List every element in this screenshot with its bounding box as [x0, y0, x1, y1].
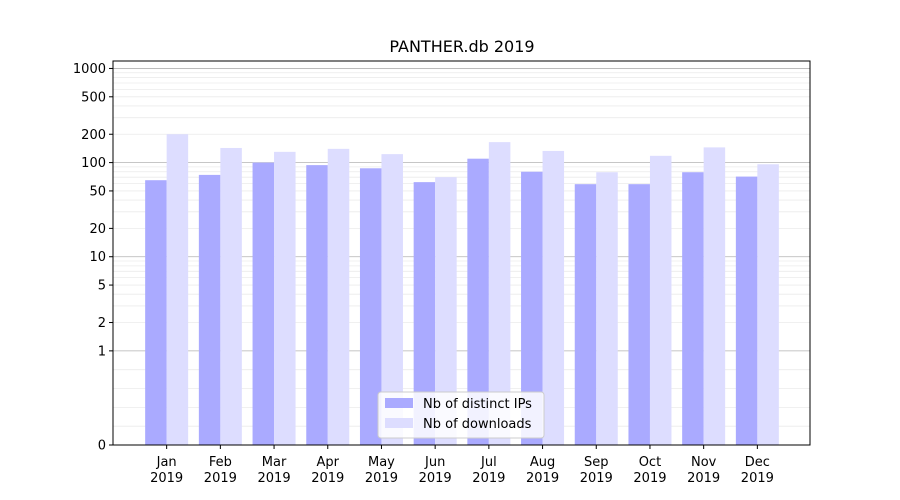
- y-tick-label: 1000: [73, 62, 106, 77]
- bar: [220, 147, 242, 445]
- x-tick-label: May 2019: [365, 455, 398, 486]
- bar: [735, 176, 758, 445]
- x-tick-label: Dec 2019: [741, 455, 774, 486]
- x-tick-label: Sep 2019: [580, 455, 613, 486]
- bar: [145, 180, 167, 445]
- x-tick-label: Feb 2019: [204, 455, 237, 486]
- y-tick-label: 100: [81, 156, 106, 171]
- bar: [274, 151, 296, 446]
- bar: [574, 184, 597, 445]
- legend-box: [377, 391, 545, 439]
- y-tick-label: 500: [81, 90, 106, 105]
- y-tick-label: 50: [89, 184, 106, 199]
- x-tick-label: Aug 2019: [526, 455, 559, 486]
- bar: [359, 168, 382, 446]
- y-tick-label: 2: [98, 316, 106, 331]
- legend-label: Nb of downloads: [423, 417, 532, 432]
- y-tick-label: 0: [98, 439, 106, 454]
- y-tick-label: 200: [81, 128, 106, 143]
- legend: Nb of distinct IPs Nb of downloads: [377, 391, 545, 439]
- bar: [252, 162, 275, 445]
- bar: [757, 164, 779, 445]
- x-tick-label: Jul 2019: [472, 455, 505, 486]
- y-tick-label: 10: [89, 250, 106, 265]
- bar: [413, 182, 436, 445]
- legend-label: Nb of distinct IPs: [423, 397, 532, 412]
- bar: [467, 158, 489, 445]
- bar: [649, 155, 672, 445]
- bar: [306, 165, 328, 445]
- bar: [628, 184, 650, 445]
- bar-group: [145, 134, 779, 446]
- y-tick-label: 5: [98, 279, 106, 294]
- x-tick-label: Apr 2019: [311, 455, 344, 486]
- plot-frame: [112, 60, 811, 446]
- bar: [682, 172, 704, 445]
- legend-swatch: [385, 398, 413, 408]
- bar: [542, 150, 565, 445]
- x-axis: Jan 2019 Feb 2019 Mar 2019 Apr 2019 May 2019 Jun 20…: [150, 445, 774, 486]
- bar: [381, 154, 403, 446]
- x-tick-label: Oct 2019: [633, 455, 666, 486]
- bar: [327, 148, 350, 445]
- bar: [488, 142, 511, 446]
- bar: [596, 172, 618, 445]
- bar: [703, 147, 726, 445]
- bar: [198, 174, 221, 446]
- x-tick-label: Nov 2019: [687, 455, 720, 486]
- y-tick-label: 1: [98, 344, 106, 359]
- chart-title: PANTHER.db 2019: [389, 37, 534, 56]
- bar: [521, 171, 543, 445]
- y-tick-label: 20: [89, 222, 106, 237]
- x-tick-label: Jun 2019: [419, 455, 452, 486]
- y-axis: 0 1 2 5 10 20 50 100 200 500 1000: [73, 62, 113, 454]
- x-tick-label: Mar 2019: [258, 455, 291, 486]
- bar: [166, 134, 189, 445]
- bar: [435, 177, 457, 446]
- legend-swatch: [385, 418, 413, 428]
- x-tick-label: Jan 2019: [150, 455, 183, 486]
